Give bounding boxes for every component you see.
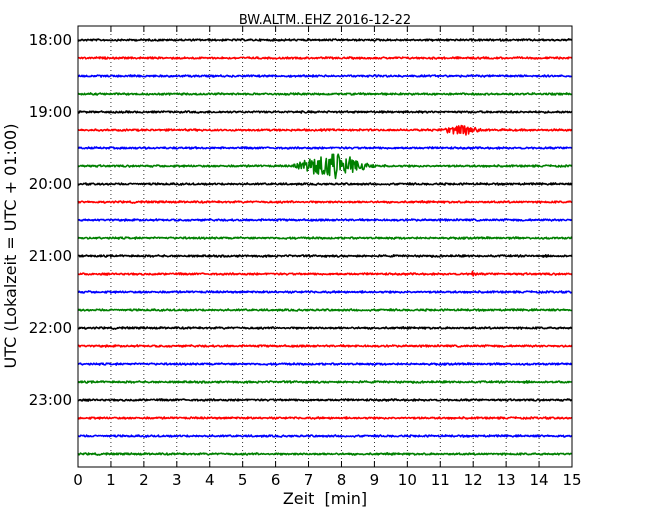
trace-line (77, 153, 573, 180)
vertical-grid (110, 26, 540, 467)
trace-line (77, 270, 573, 277)
trace-line (77, 344, 573, 348)
trace-line (77, 110, 573, 114)
plot-frame (77, 25, 573, 468)
trace-line (77, 146, 573, 150)
y-tick-label: 18:00 (29, 31, 72, 49)
trace-line (77, 124, 573, 136)
trace-line (77, 218, 573, 222)
trace-line (77, 182, 573, 186)
x-tick-label: 10 (398, 471, 417, 489)
trace-line (77, 56, 573, 60)
y-tick-label: 22:00 (29, 319, 72, 337)
y-axis-label: UTC (Lokalzeit = UTC + 01:00) (1, 124, 20, 369)
x-tick-label: 0 (73, 471, 83, 489)
y-tick-label: 21:00 (29, 247, 72, 265)
x-tick-label: 2 (139, 471, 149, 489)
x-axis-label: Zeit [min] (283, 489, 367, 508)
x-tick-label: 12 (464, 471, 483, 489)
x-axis: 0 1 2 3 4 5 6 7 8 9 10 11 12 13 14 15 (73, 26, 582, 489)
x-tick-label: 4 (205, 471, 215, 489)
x-tick-label: 5 (238, 471, 248, 489)
chart-title: BW.ALTM..EHZ 2016-12-22 (239, 13, 411, 28)
trace-line (77, 308, 573, 312)
trace-line (77, 434, 573, 438)
y-tick-label: 20:00 (29, 175, 72, 193)
x-tick-label: 8 (337, 471, 347, 489)
trace-line (77, 362, 573, 366)
trace-group (77, 38, 573, 456)
trace-line (77, 398, 573, 402)
trace-line (77, 92, 573, 96)
x-tick-label: 6 (271, 471, 281, 489)
y-tick-label: 23:00 (29, 391, 72, 409)
x-tick-label: 11 (431, 471, 450, 489)
x-tick-label: 9 (370, 471, 380, 489)
x-tick-label: 14 (530, 471, 549, 489)
trace-line (77, 416, 573, 420)
x-tick-label: 1 (106, 471, 116, 489)
trace-line (77, 38, 573, 42)
trace-line (77, 236, 573, 240)
y-axis: 18:00 19:00 20:00 21:00 22:00 23:00 (29, 31, 572, 409)
trace-line (77, 380, 573, 384)
trace-line (77, 290, 573, 294)
trace-line (77, 326, 573, 330)
trace-line (77, 74, 573, 78)
trace-line (77, 200, 573, 204)
x-tick-label: 13 (497, 471, 516, 489)
trace-line (77, 254, 573, 258)
trace-line (77, 452, 573, 456)
y-tick-label: 19:00 (29, 103, 72, 121)
x-tick-label: 7 (304, 471, 314, 489)
x-tick-label: 15 (562, 471, 581, 489)
x-tick-label: 3 (172, 471, 182, 489)
